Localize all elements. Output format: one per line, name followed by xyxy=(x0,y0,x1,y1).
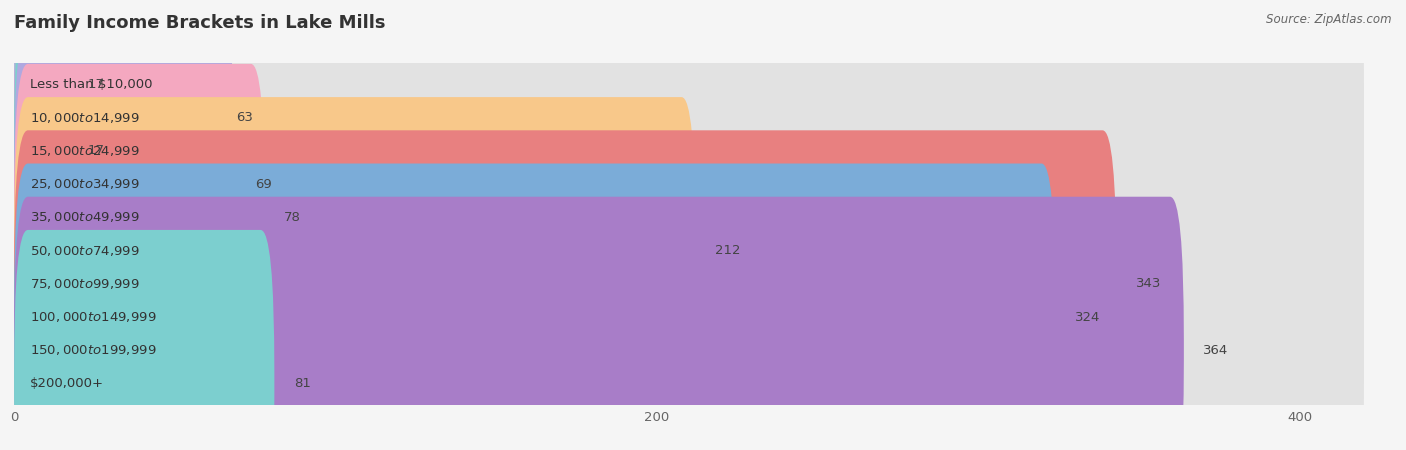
FancyBboxPatch shape xyxy=(14,0,217,271)
FancyBboxPatch shape xyxy=(14,130,1364,437)
Text: 69: 69 xyxy=(254,178,271,191)
Text: $200,000+: $200,000+ xyxy=(30,377,104,390)
FancyBboxPatch shape xyxy=(14,0,1364,305)
Text: 324: 324 xyxy=(1074,310,1099,324)
FancyBboxPatch shape xyxy=(14,163,1056,450)
Text: 63: 63 xyxy=(236,111,253,124)
FancyBboxPatch shape xyxy=(14,230,274,450)
Text: 78: 78 xyxy=(284,211,301,224)
Text: $150,000 to $199,999: $150,000 to $199,999 xyxy=(30,343,156,357)
Text: 17: 17 xyxy=(89,78,105,91)
Text: 212: 212 xyxy=(714,244,740,257)
Text: $10,000 to $14,999: $10,000 to $14,999 xyxy=(30,111,139,125)
FancyBboxPatch shape xyxy=(14,130,1116,437)
FancyBboxPatch shape xyxy=(14,64,264,371)
Text: $15,000 to $24,999: $15,000 to $24,999 xyxy=(30,144,139,158)
FancyBboxPatch shape xyxy=(14,0,1364,238)
Text: $100,000 to $149,999: $100,000 to $149,999 xyxy=(30,310,156,324)
Text: Source: ZipAtlas.com: Source: ZipAtlas.com xyxy=(1267,14,1392,27)
Text: Less than $10,000: Less than $10,000 xyxy=(30,78,153,91)
Text: 81: 81 xyxy=(294,377,311,390)
FancyBboxPatch shape xyxy=(14,197,1184,450)
FancyBboxPatch shape xyxy=(14,97,1364,404)
Text: 17: 17 xyxy=(89,144,105,158)
FancyBboxPatch shape xyxy=(14,97,696,404)
FancyBboxPatch shape xyxy=(14,197,1364,450)
FancyBboxPatch shape xyxy=(14,31,1364,338)
FancyBboxPatch shape xyxy=(14,0,69,238)
Text: 364: 364 xyxy=(1204,344,1229,357)
FancyBboxPatch shape xyxy=(14,163,1364,450)
Text: $50,000 to $74,999: $50,000 to $74,999 xyxy=(30,243,139,257)
FancyBboxPatch shape xyxy=(14,0,1364,271)
Text: Family Income Brackets in Lake Mills: Family Income Brackets in Lake Mills xyxy=(14,14,385,32)
Text: $25,000 to $34,999: $25,000 to $34,999 xyxy=(30,177,139,191)
Text: $35,000 to $49,999: $35,000 to $49,999 xyxy=(30,211,139,225)
FancyBboxPatch shape xyxy=(14,31,236,338)
FancyBboxPatch shape xyxy=(14,230,1364,450)
FancyBboxPatch shape xyxy=(14,0,69,305)
Text: $75,000 to $99,999: $75,000 to $99,999 xyxy=(30,277,139,291)
FancyBboxPatch shape xyxy=(14,64,1364,371)
Text: 343: 343 xyxy=(1136,277,1161,290)
